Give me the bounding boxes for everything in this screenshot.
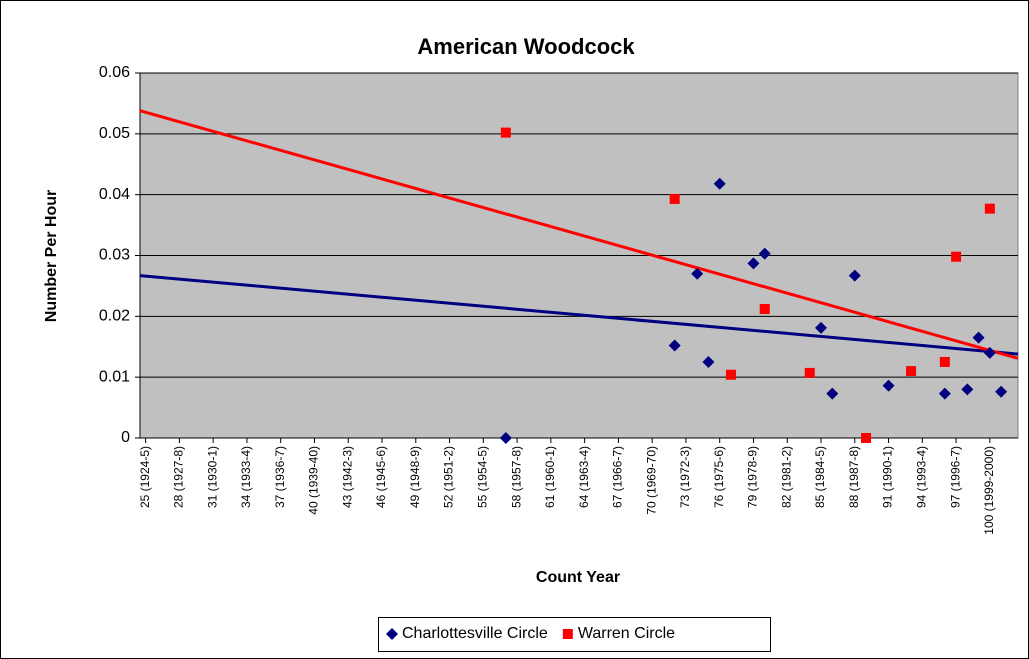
data-point <box>758 247 771 260</box>
data-point <box>938 387 951 400</box>
x-tick-label: 58 (1957-8) <box>509 446 523 508</box>
y-tick-label: 0.02 <box>99 308 130 325</box>
data-point <box>804 367 815 378</box>
data-point <box>759 304 770 315</box>
x-tick-label: 64 (1963-4) <box>577 446 591 508</box>
y-tick-label: 0.04 <box>99 186 130 203</box>
x-tick-label: 94 (1993-4) <box>914 446 928 508</box>
data-point <box>882 379 895 392</box>
data-point <box>562 629 573 639</box>
x-tick-label: 97 (1996-7) <box>948 446 962 508</box>
data-point <box>668 339 681 352</box>
x-tick-label: 91 (1990-1) <box>881 446 895 508</box>
x-tick-label: 25 (1924-5) <box>138 446 152 508</box>
x-tick-label: 61 (1960-1) <box>543 446 557 508</box>
x-tick-label: 43 (1942-3) <box>340 446 354 508</box>
data-point <box>972 331 985 344</box>
x-tick-label: 49 (1948-9) <box>408 446 422 508</box>
x-tick-label: 31 (1930-1) <box>205 446 219 508</box>
data-point <box>984 203 995 214</box>
data-point <box>499 432 512 444</box>
y-tick-label: 0 <box>121 429 130 446</box>
data-point <box>702 355 715 368</box>
data-point <box>747 257 760 270</box>
legend-box <box>378 617 771 652</box>
y-tick-label: 0.06 <box>99 64 130 81</box>
x-tick-label: 76 (1975-6) <box>712 446 726 508</box>
data-point <box>386 628 398 640</box>
x-tick-label: 55 (1954-5) <box>475 446 489 508</box>
x-tick-label: 73 (1972-3) <box>678 446 692 508</box>
x-tick-label: 37 (1936-7) <box>273 446 287 508</box>
x-tick-label: 67 (1966-7) <box>611 446 625 508</box>
data-point <box>500 127 511 138</box>
data-point <box>961 383 974 396</box>
data-point <box>995 385 1008 398</box>
data-point <box>725 369 736 380</box>
legend-label: Charlottesville Circle <box>402 625 548 642</box>
trend-line <box>139 274 1019 356</box>
data-point <box>815 321 828 334</box>
data-point <box>939 356 950 367</box>
data-point <box>691 267 704 280</box>
x-tick-label: 85 (1984-5) <box>813 446 827 508</box>
chart-title: American Woodcock <box>417 34 635 59</box>
x-tick-label: 52 (1951-2) <box>442 446 456 508</box>
data-point <box>983 346 996 359</box>
data-point <box>669 193 680 204</box>
data-point <box>826 387 839 400</box>
x-tick-label: 40 (1939-40) <box>307 446 321 515</box>
y-tick-label: 0.05 <box>99 125 130 142</box>
x-tick-label: 28 (1927-8) <box>172 446 186 508</box>
x-axis-label: Count Year <box>536 569 620 586</box>
x-tick-label: 46 (1945-6) <box>374 446 388 508</box>
y-axis-label: Number Per Hour <box>43 190 60 322</box>
x-tick-label: 70 (1969-70) <box>644 446 658 515</box>
data-point <box>861 433 872 443</box>
data-point <box>906 366 917 377</box>
legend-label: Warren Circle <box>578 625 675 642</box>
data-point <box>713 177 726 190</box>
x-tick-label: 100 (1999-2000) <box>982 446 996 535</box>
trend-line <box>139 109 1019 360</box>
x-tick-label: 82 (1981-2) <box>779 446 793 508</box>
y-tick-label: 0.01 <box>99 368 130 385</box>
y-tick-label: 0.03 <box>99 247 130 264</box>
data-point <box>848 269 861 282</box>
x-tick-label: 79 (1978-9) <box>746 446 760 508</box>
data-point <box>951 251 962 262</box>
x-tick-label: 34 (1933-4) <box>239 446 253 508</box>
x-tick-label: 88 (1987-8) <box>847 446 861 508</box>
